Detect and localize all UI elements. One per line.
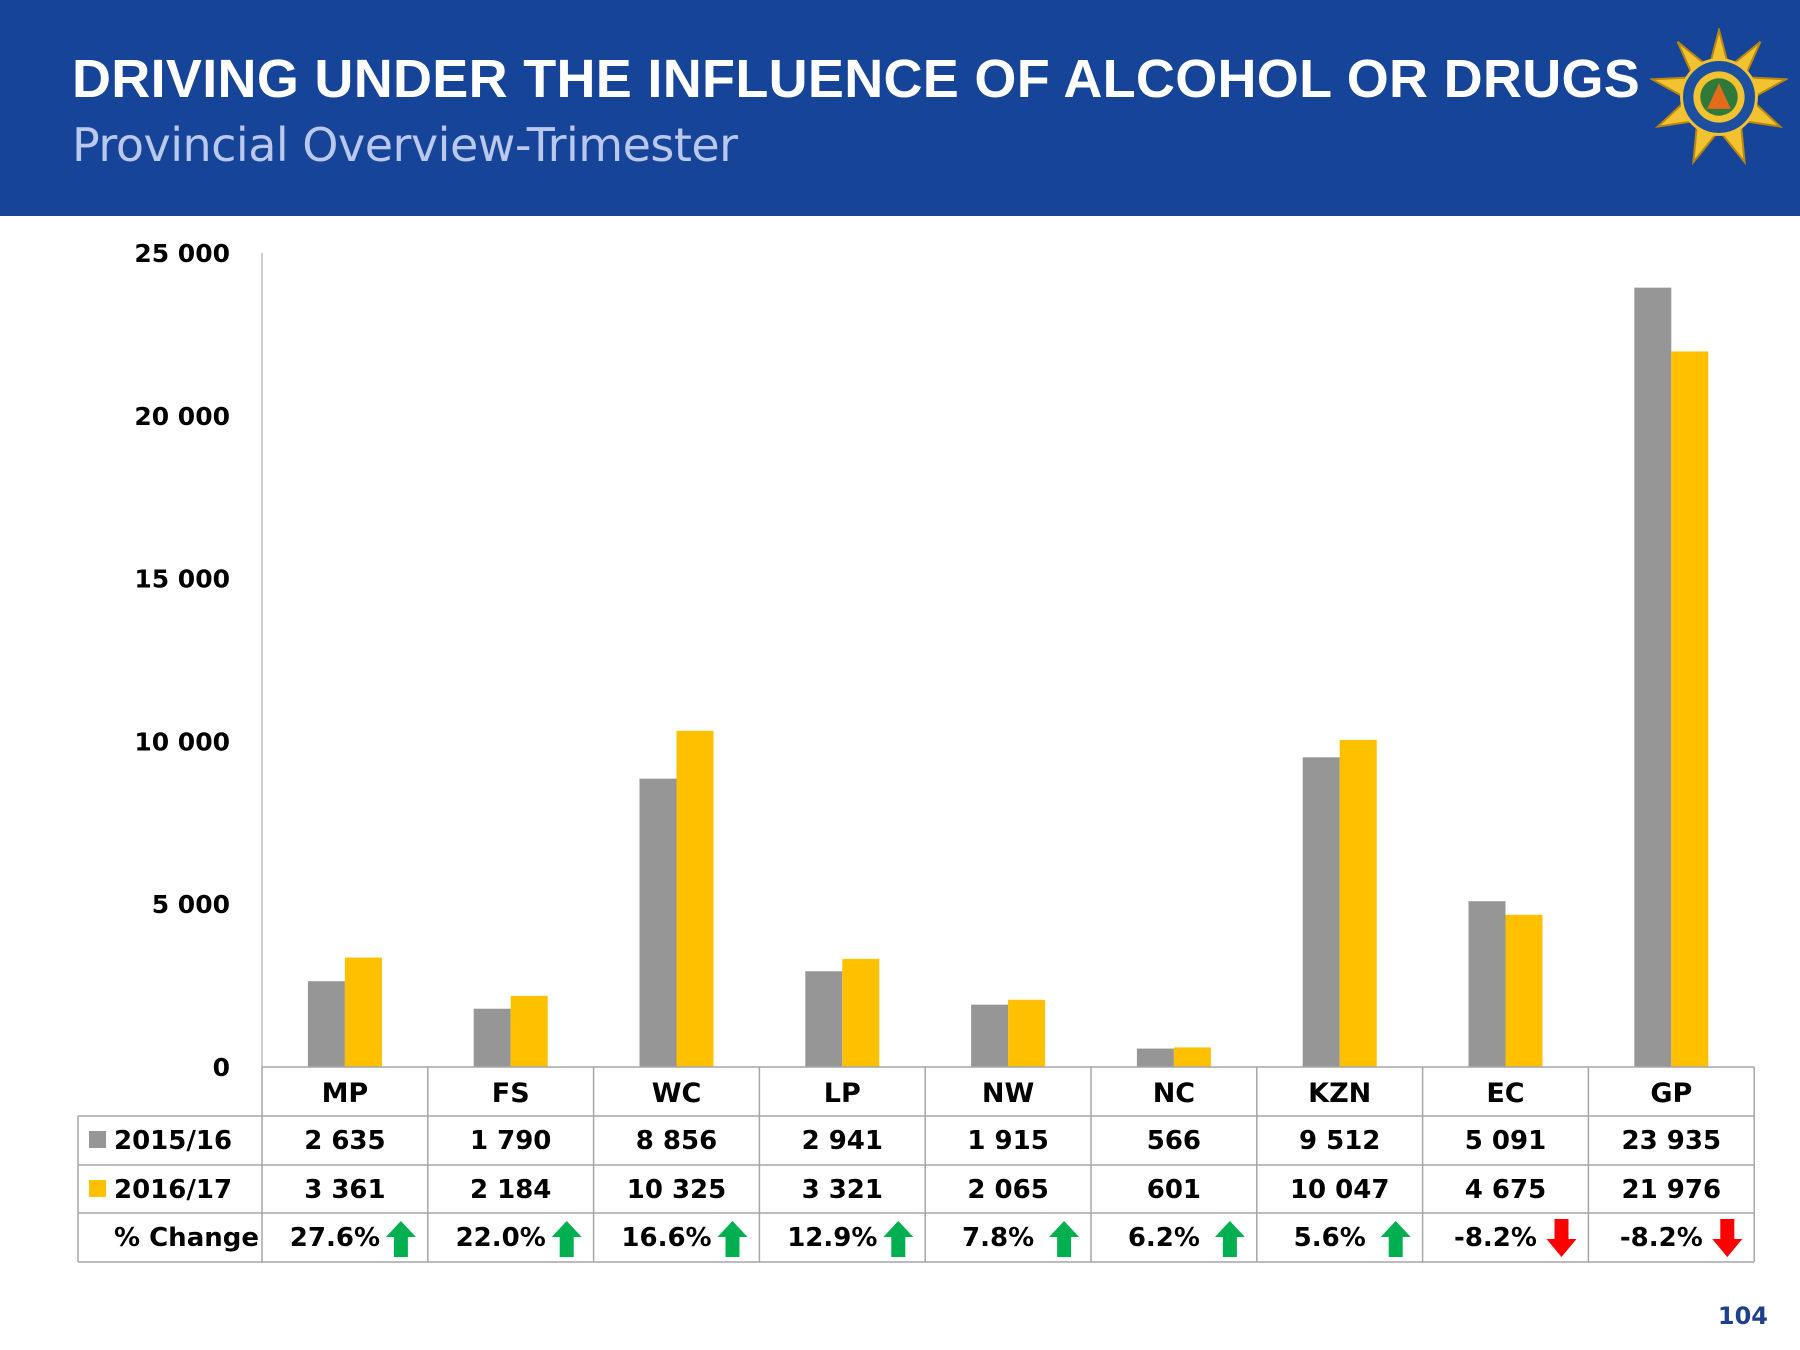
bar-2016-17-fs [510,995,548,1067]
arrow-up-icon [1049,1221,1080,1257]
category-label: WC [652,1078,702,1109]
bar-2016-17-nw [1008,999,1046,1067]
bar-2015-16-nc [1136,1048,1174,1067]
data-label: 9 512 [1299,1126,1380,1156]
data-label: 2 941 [802,1126,883,1156]
page-number: 104 [1717,1302,1768,1330]
data-label: 23 935 [1622,1126,1722,1156]
category-label: NW [982,1078,1034,1109]
police-star-badge-icon [1650,28,1788,166]
page-subtitle: Provincial Overview-Trimester [72,118,738,172]
bar-2015-16-mp [307,981,345,1067]
change-row-label: % Change [114,1223,259,1253]
arrow-down-icon [1546,1219,1577,1257]
y-tick-label: 0 [213,1053,230,1082]
data-label: 21 976 [1622,1175,1722,1205]
y-tick-label: 25 000 [134,239,230,268]
bar-2016-17-kzn [1339,739,1377,1067]
arrow-up-icon [1214,1221,1245,1257]
y-tick-label: 10 000 [134,727,230,756]
data-label: 2 635 [304,1126,385,1156]
bar-2016-17-lp [842,958,880,1067]
category-label: KZN [1308,1078,1371,1109]
category-label: EC [1486,1078,1524,1109]
percent-change-label: 6.2% [1128,1223,1200,1253]
bar-2015-16-fs [473,1008,511,1067]
percent-change-label: 16.6% [621,1223,711,1253]
bar-2016-17-nc [1173,1047,1211,1067]
y-tick-label: 20 000 [134,402,230,431]
bar-2015-16-kzn [1302,757,1340,1067]
data-label: 5 091 [1465,1126,1546,1156]
percent-change-label: -8.2% [1620,1223,1703,1253]
data-label: 10 047 [1290,1175,1390,1205]
data-label: 566 [1147,1126,1201,1156]
percent-change-label: 5.6% [1294,1223,1366,1253]
bar-2016-17-mp [344,957,382,1067]
percent-change-label: 12.9% [787,1223,877,1253]
bar-2015-16-lp [805,971,843,1067]
arrow-up-icon [551,1221,582,1257]
data-label: 8 856 [636,1126,717,1156]
data-label: 601 [1147,1175,1201,1205]
page-title: DRIVING UNDER THE INFLUENCE OF ALCOHOL O… [72,49,1641,109]
y-tick-label: 15 000 [134,565,230,594]
data-label: 1 790 [470,1126,551,1156]
category-label: NC [1153,1078,1195,1109]
data-label: 2 065 [967,1175,1048,1205]
bar-2015-16-nw [971,1004,1009,1067]
data-label: 4 675 [1465,1175,1546,1205]
bar-2016-17-gp [1671,351,1709,1067]
bar-2016-17-ec [1505,914,1543,1067]
header-bar: DRIVING UNDER THE INFLUENCE OF ALCOHOL O… [0,0,1800,216]
legend-key-2015-16 [89,1131,106,1148]
data-label: 3 321 [802,1175,883,1205]
legend-label: 2015/16 [114,1126,232,1156]
percent-change-label: 7.8% [962,1223,1034,1253]
legend-key-2016-17 [89,1180,106,1197]
arrow-up-icon [1380,1221,1411,1257]
data-label: 2 184 [470,1175,551,1205]
arrow-up-icon [717,1221,748,1257]
percent-change-label: 22.0% [456,1223,546,1253]
percent-change-label: -8.2% [1454,1223,1537,1253]
bar-2015-16-ec [1468,901,1506,1067]
arrow-up-icon [883,1221,914,1257]
arrow-up-icon [385,1221,416,1257]
bar-2015-16-gp [1634,287,1672,1067]
category-label: LP [824,1078,861,1109]
arrow-down-icon [1712,1219,1743,1257]
category-label: FS [492,1078,530,1109]
bar-2015-16-wc [639,778,677,1067]
data-label: 1 915 [967,1126,1048,1156]
data-label: 10 325 [627,1175,727,1205]
category-label: GP [1650,1078,1692,1109]
percent-change-label: 27.6% [290,1223,380,1253]
legend-label: 2016/17 [114,1175,232,1205]
category-label: MP [322,1078,369,1109]
data-label: 3 361 [304,1175,385,1205]
y-tick-label: 5 000 [152,890,230,919]
bar-2016-17-wc [676,730,714,1067]
